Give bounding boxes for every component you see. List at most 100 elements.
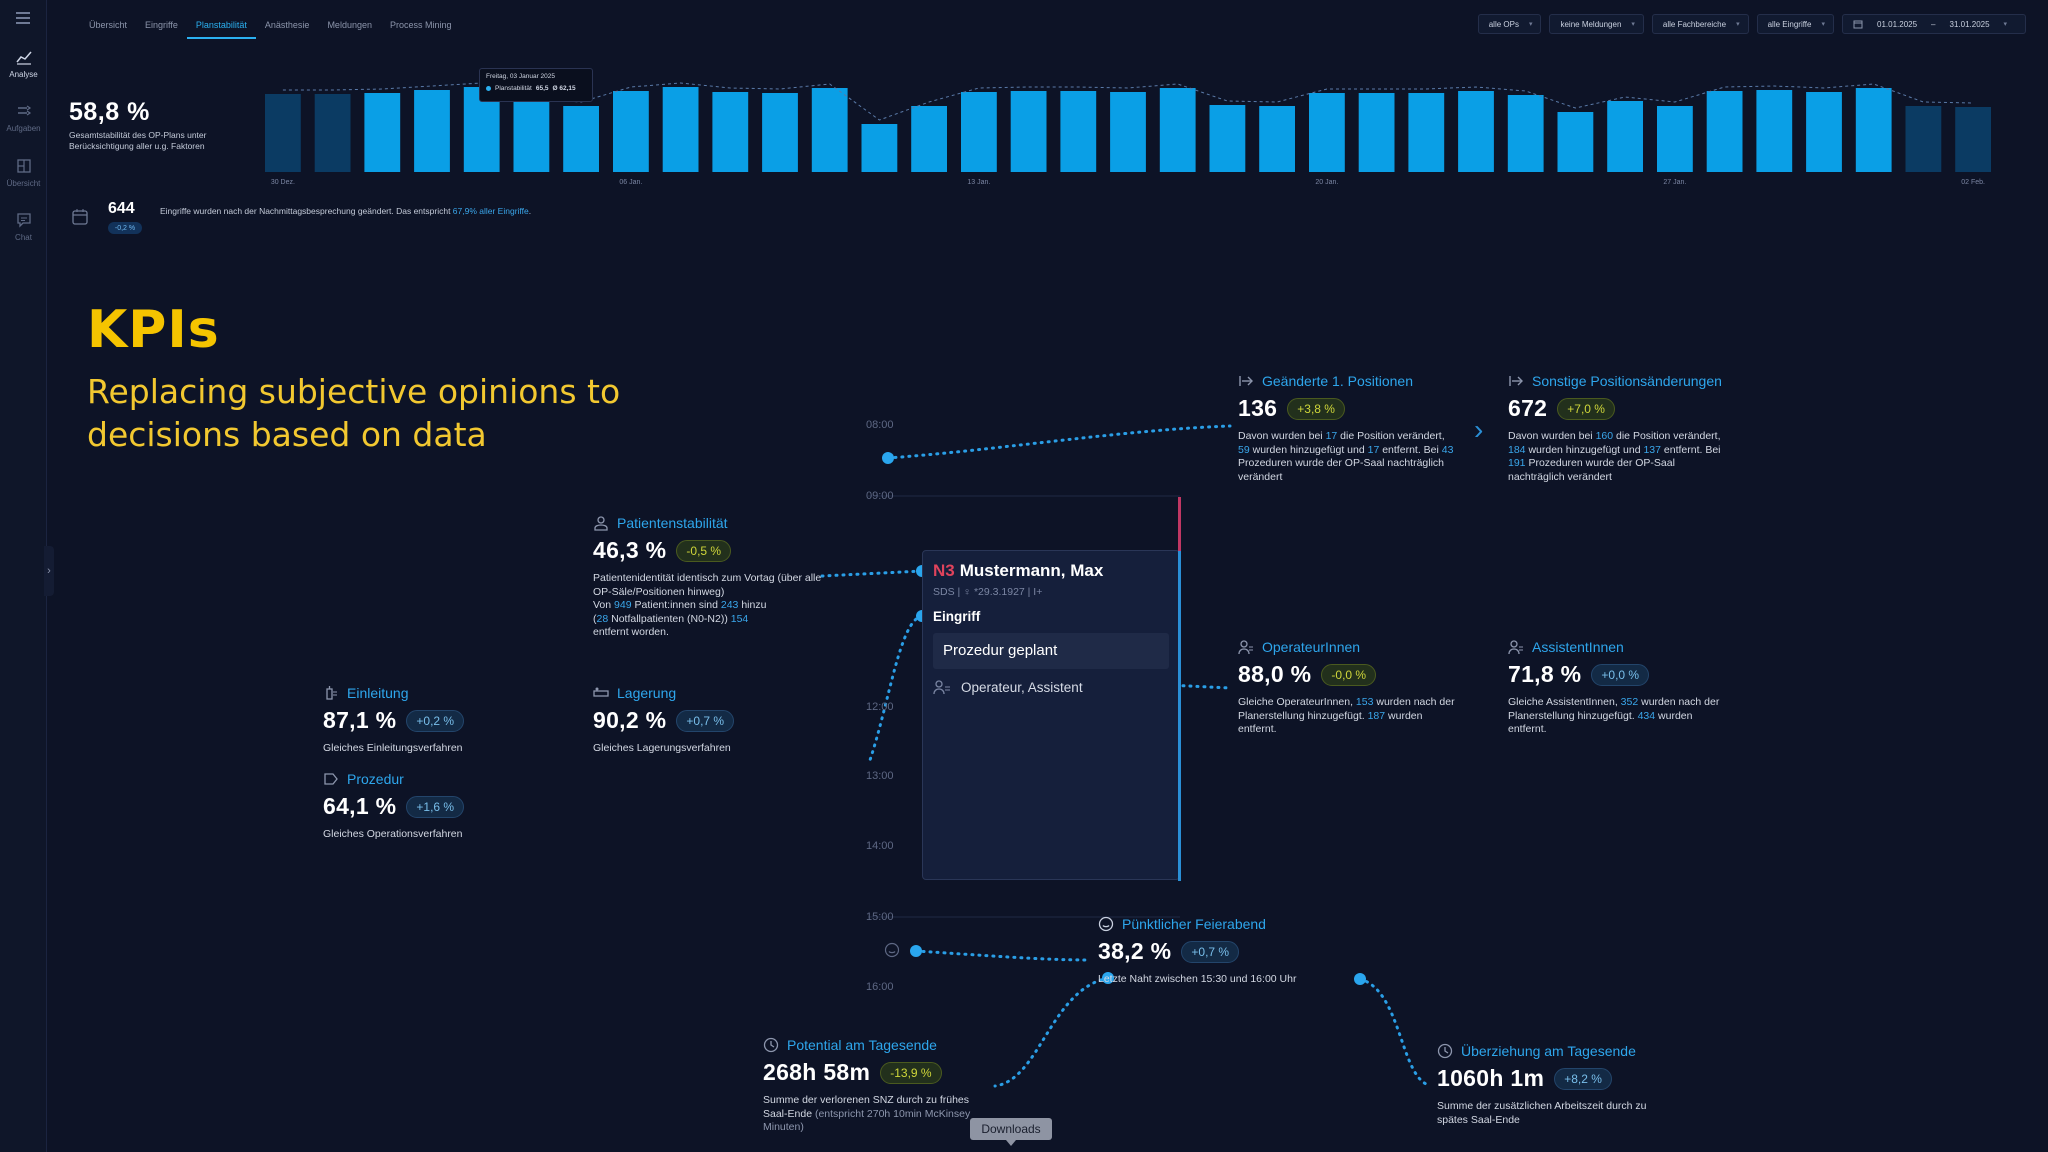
chart-bar[interactable]	[911, 106, 947, 172]
patient-meta: SDS | ♀ *29.3.1927 | I+	[933, 586, 1043, 598]
chart-bar[interactable]	[712, 92, 749, 172]
tab-anaesthesie[interactable]: Anästhesie	[264, 20, 310, 30]
chart-bar[interactable]	[662, 87, 699, 172]
kpi-prozedur[interactable]: Prozedur 64,1 % +1,6 % Gleiches Operation…	[323, 771, 523, 842]
chart-bar[interactable]	[1259, 106, 1295, 172]
text: (	[593, 612, 597, 625]
chart-bar[interactable]	[1607, 101, 1643, 172]
chart-bar[interactable]	[1855, 88, 1892, 172]
chevron-down-icon: ▾	[1821, 21, 1825, 28]
arrow-to-line-icon	[1509, 376, 1523, 386]
kpi-lagerung[interactable]: Lagerung 90,2 % +0,7 % Gleiches Lagerungs…	[593, 685, 793, 756]
date-from[interactable]: 01.01.2025	[1877, 19, 1918, 29]
kpi-patientenstabilitaet[interactable]: Patientenstabilität 46,3 % -0,5 % Patient…	[593, 515, 823, 640]
chart-bar[interactable]	[811, 88, 848, 172]
filter-meldungen-select[interactable]: keine Meldungen ▾	[1549, 14, 1644, 34]
chart-bar[interactable]	[1408, 93, 1445, 172]
kpi-einleitung[interactable]: Einleitung 87,1 % +0,2 % Gleiches Einleit…	[323, 685, 523, 756]
series-dot-icon	[486, 86, 491, 91]
chart-bar[interactable]	[1010, 91, 1047, 172]
sidebar-item-chat[interactable]: Chat	[0, 211, 47, 242]
chart-bar[interactable]	[1209, 105, 1246, 172]
tab-process-mining[interactable]: Process Mining	[389, 20, 452, 30]
kpi-value: 64,1 %	[323, 793, 397, 819]
sidebar: Analyse Aufgaben Übersicht Chat	[0, 0, 47, 1152]
chart-bar[interactable]	[1557, 112, 1594, 172]
stability-bar-chart[interactable]: 30 Dez. 06 Jan. 13 Jan. 20 Jan. 27 Jan. 02 Fe…	[258, 72, 1998, 192]
tab-uebersicht[interactable]: Übersicht	[89, 20, 128, 30]
chart-bar[interactable]	[265, 94, 301, 172]
kpi-desc: Davon wurden bei 17 die Position verände…	[1238, 430, 1458, 484]
tooltip-avg: Ø 62,15	[552, 85, 576, 92]
filter-eingriffe-select[interactable]: alle Eingriffe ▾	[1756, 14, 1834, 34]
changes-count: 644	[108, 200, 135, 217]
overall-stability-value: 58,8 %	[69, 98, 150, 126]
kpi-delta-badge: +1,6 %	[406, 795, 465, 818]
kpi-value: 672	[1508, 395, 1548, 421]
chart-bar[interactable]	[961, 92, 997, 172]
tab-planstabilitaet[interactable]: Planstabilität	[186, 14, 256, 39]
chart-bar[interactable]	[414, 90, 450, 172]
kpi-assistentinnen[interactable]: AssistentInnen 71,8 % +0,0 % Gleiche Assi…	[1508, 639, 1728, 737]
chart-bar[interactable]	[1110, 92, 1146, 172]
sidebar-item-analyse[interactable]: Analyse	[0, 48, 47, 79]
procedure-field[interactable]: Prozedur geplant	[933, 633, 1169, 669]
chart-bar[interactable]	[1507, 95, 1544, 172]
sidebar-item-aufgaben[interactable]: Aufgaben	[0, 102, 47, 133]
filter-value: keine Meldungen	[1560, 19, 1622, 29]
time-label: 08:00	[866, 419, 894, 431]
calendar-icon	[72, 209, 88, 225]
chart-bar[interactable]	[1756, 90, 1793, 172]
smile-icon	[1098, 916, 1114, 932]
downloads-tooltip[interactable]: Downloads	[970, 1118, 1052, 1146]
highlight-number: 17	[1367, 443, 1380, 456]
menu-icon[interactable]	[11, 8, 35, 28]
sidebar-expand-handle[interactable]: ›	[44, 546, 54, 596]
filter-fachbereiche-select[interactable]: alle Fachbereiche ▾	[1651, 14, 1749, 34]
text: Patient:innen sind	[631, 599, 721, 611]
chart-bar[interactable]	[861, 124, 898, 172]
tab-bar: Übersicht Eingriffe Planstabilität Anäst…	[80, 14, 461, 39]
date-range-picker[interactable]: 01.01.2025 – 31.01.2025 ▾	[1842, 14, 2026, 34]
kpi-title: AssistentInnen	[1532, 639, 1624, 655]
text: hinzu	[738, 599, 767, 611]
chart-bar[interactable]	[563, 106, 599, 172]
text: Davon wurden bei	[1508, 430, 1596, 442]
chart-bar[interactable]	[613, 91, 649, 172]
patient-card[interactable]: N3 Mustermann, Max SDS | ♀ *29.3.1927 | I…	[922, 497, 1181, 881]
chart-bar[interactable]	[1458, 91, 1494, 172]
time-label: 12:00	[866, 701, 894, 713]
kpi-sonstige-positionsaenderungen[interactable]: Sonstige Positionsänderungen 672 +7,0 % D…	[1508, 373, 1728, 484]
tab-meldungen[interactable]: Meldungen	[327, 20, 372, 30]
urgency-code: N3	[933, 561, 955, 580]
chart-bar[interactable]	[762, 93, 798, 172]
tab-eingriffe[interactable]: Eingriffe	[145, 20, 178, 30]
chart-bar[interactable]	[1706, 91, 1743, 172]
chart-bar[interactable]	[1309, 93, 1345, 172]
chart-bar[interactable]	[1657, 106, 1693, 172]
filter-ops-select[interactable]: alle OPs ▾	[1477, 14, 1542, 34]
kpi-desc: Summe der verlorenen SNZ durch zu frühes…	[763, 1094, 983, 1135]
highlight-number: 243	[720, 599, 739, 611]
kpi-potential-am-tagesende[interactable]: Potential am Tagesende 268h 58m -13,9 % S…	[763, 1037, 983, 1135]
chart-bar[interactable]	[1358, 93, 1395, 172]
kpi-ueberziehung-am-tagesende[interactable]: Überziehung am Tagesende 1060h 1m +8,2 % …	[1437, 1043, 1657, 1127]
chart-bar[interactable]	[364, 93, 401, 172]
date-to[interactable]: 31.01.2025	[1949, 19, 1990, 29]
chart-bar[interactable]	[1905, 106, 1942, 172]
chart-bar[interactable]	[1955, 107, 1991, 172]
sidebar-item-label: Chat	[15, 233, 32, 242]
kpi-operateurinnen[interactable]: OperateurInnen 88,0 % -0,0 % Gleiche Oper…	[1238, 639, 1458, 737]
highlight-number: 191	[1508, 457, 1526, 469]
chart-bar[interactable]	[1159, 88, 1196, 172]
chart-bar[interactable]	[1806, 92, 1842, 172]
chart-bar[interactable]	[1060, 91, 1097, 172]
chart-bar[interactable]	[513, 102, 550, 172]
kpi-value: 90,2 %	[593, 707, 667, 733]
kpi-desc: Summe der zusätzlichen Arbeitszeit durch…	[1437, 1100, 1647, 1126]
chart-bar[interactable]	[314, 94, 351, 172]
sidebar-item-uebersicht[interactable]: Übersicht	[0, 157, 47, 188]
kpi-puenktlicher-feierabend[interactable]: Pünktlicher Feierabend 38,2 % +0,7 % Letz…	[1098, 916, 1328, 987]
kpi-geaenderte-erste-positionen[interactable]: Geänderte 1. Positionen 136 +3,8 % Davon …	[1238, 373, 1458, 484]
text: wurden entfernt.	[1238, 709, 1423, 736]
